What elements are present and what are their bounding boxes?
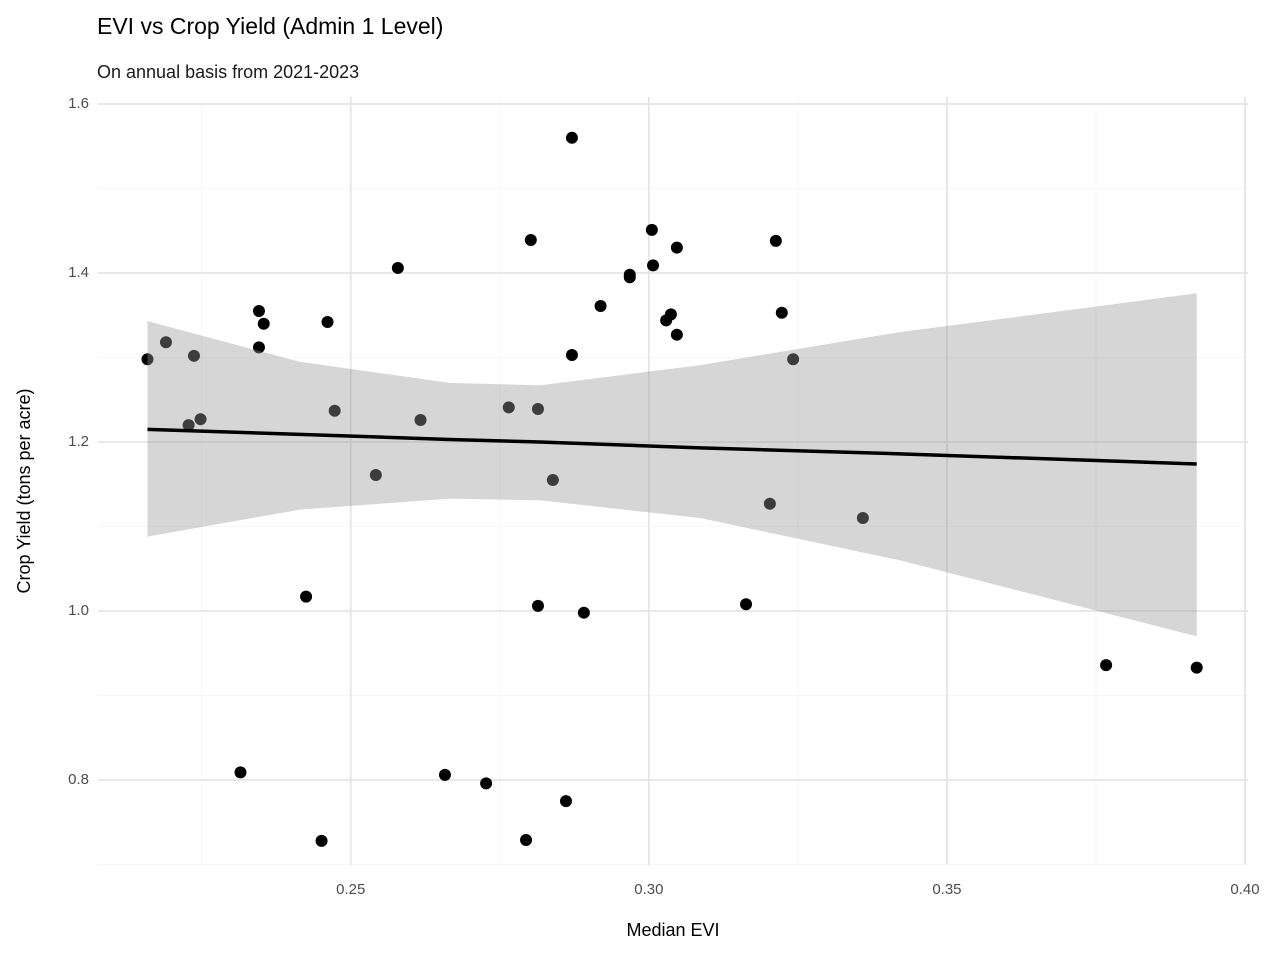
- point: [524, 234, 537, 247]
- point: [369, 468, 382, 481]
- x-axis-title: Median EVI: [626, 920, 719, 940]
- y-tick-label: 1.2: [68, 433, 89, 450]
- x-tick-label: 0.30: [634, 881, 663, 898]
- point: [531, 403, 544, 416]
- point: [670, 328, 683, 341]
- point: [257, 317, 270, 330]
- point: [531, 599, 544, 612]
- point: [321, 316, 334, 329]
- point: [252, 305, 265, 318]
- x-tick-label: 0.25: [336, 881, 365, 898]
- point: [623, 271, 636, 284]
- point: [194, 413, 207, 426]
- point: [740, 598, 753, 611]
- y-tick-label: 1.6: [68, 95, 89, 112]
- trend-line: [147, 427, 1197, 466]
- y-axis-title: Crop Yield (tons per acre): [14, 388, 34, 593]
- chart-subtitle: On annual basis from 2021-2023: [97, 62, 359, 82]
- point: [300, 590, 313, 603]
- point: [315, 834, 328, 847]
- point: [328, 404, 341, 417]
- point: [1190, 661, 1203, 674]
- point: [664, 308, 677, 321]
- point: [577, 606, 590, 619]
- point: [1100, 659, 1113, 672]
- point: [159, 336, 172, 349]
- point: [546, 474, 559, 487]
- point: [559, 795, 572, 808]
- x-tick-label: 0.40: [1230, 881, 1259, 898]
- point: [438, 768, 451, 781]
- point: [594, 299, 607, 312]
- y-tick-label: 0.8: [68, 771, 89, 788]
- y-tick-label: 1.0: [68, 602, 89, 619]
- point: [414, 414, 427, 427]
- y-tick-label: 1.4: [68, 264, 89, 281]
- confidence-band: [147, 293, 1197, 637]
- x-tick-label: 0.35: [932, 881, 961, 898]
- chart-title: EVI vs Crop Yield (Admin 1 Level): [97, 13, 443, 39]
- point: [520, 833, 533, 846]
- point: [187, 349, 200, 362]
- point: [141, 353, 154, 366]
- point: [234, 766, 247, 779]
- point: [645, 223, 658, 236]
- point: [856, 512, 869, 525]
- point: [647, 259, 660, 272]
- point: [502, 401, 515, 414]
- point: [775, 306, 788, 319]
- point: [182, 419, 195, 432]
- point: [252, 341, 265, 354]
- point: [769, 234, 782, 247]
- point: [565, 348, 578, 361]
- point: [565, 131, 578, 144]
- point: [480, 777, 493, 790]
- point: [763, 497, 776, 510]
- point: [787, 353, 800, 366]
- point: [670, 241, 683, 254]
- point: [391, 261, 404, 274]
